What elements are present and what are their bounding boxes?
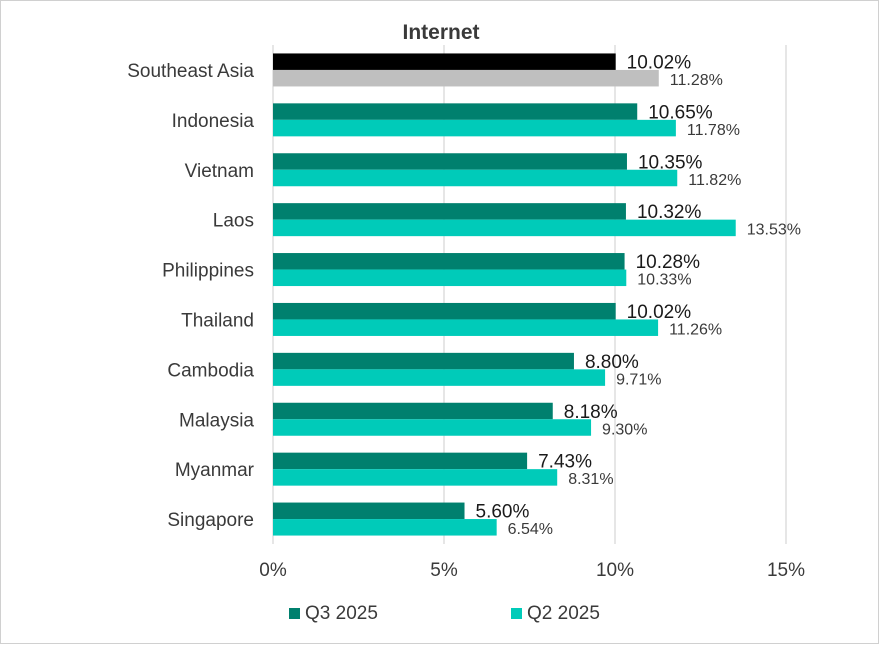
bar-q2: [273, 69, 659, 87]
data-label: 7.43%: [538, 452, 592, 473]
data-label: 10.02%: [627, 52, 692, 73]
bar-q3: [273, 253, 625, 270]
category-label: Cambodia: [167, 360, 254, 381]
category-label: Indonesia: [172, 111, 255, 132]
data-label: 11.78%: [687, 122, 740, 139]
bar-q3: [273, 153, 627, 170]
x-tick-label: 10%: [596, 560, 634, 581]
labels: 0% 5% 10% 15%Southeast Asia 10.02%11.28%Indo…: [127, 52, 805, 581]
data-label: 10.28%: [636, 252, 701, 273]
bar-q3: [273, 103, 638, 120]
bar-q3: [273, 203, 626, 220]
data-label: 8.31%: [568, 471, 613, 488]
legend-swatch: [289, 608, 300, 619]
bar-q3: [273, 402, 553, 420]
data-label: 10.32%: [637, 202, 702, 223]
data-label: 13.53%: [747, 222, 801, 239]
bar-q2: [273, 169, 678, 187]
category-label: Laos: [213, 211, 254, 232]
bar-q2: [273, 269, 627, 287]
category-label: Philippines: [162, 261, 254, 282]
data-label: 8.80%: [585, 352, 639, 373]
bar-q3: [273, 352, 574, 370]
x-tick-label: 0%: [259, 560, 287, 581]
data-label: 6.54%: [508, 521, 553, 538]
data-label: 5.60%: [476, 502, 530, 523]
category-label: Malaysia: [179, 410, 254, 431]
legend: Q3 2025 Q2 2025: [289, 603, 600, 624]
bar-q2: [273, 369, 606, 386]
bar-q2: [273, 319, 659, 336]
bar-q2: [273, 419, 592, 436]
legend-swatch: [511, 608, 522, 619]
bar-q3: [273, 302, 616, 320]
bars: [273, 53, 736, 536]
data-label: 11.28%: [670, 72, 723, 89]
data-label: 10.02%: [627, 302, 692, 323]
category-label: Myanmar: [175, 460, 255, 481]
chart-title: Internet: [402, 21, 479, 44]
legend-label: Q2 2025: [527, 603, 600, 624]
bar-q2: [273, 219, 736, 237]
x-tick-label: 15%: [767, 560, 805, 581]
bar-q2: [273, 519, 497, 536]
data-label: 11.82%: [688, 172, 741, 189]
x-tick-label: 5%: [430, 560, 458, 581]
bar-q2: [273, 119, 676, 137]
data-label: 9.30%: [602, 421, 647, 438]
category-label: Vietnam: [185, 161, 254, 182]
category-label: Southeast Asia: [127, 61, 254, 82]
data-label: 9.71%: [616, 371, 661, 388]
data-label: 11.26%: [669, 321, 722, 338]
data-label: 10.35%: [638, 152, 703, 173]
legend-label: Q3 2025: [305, 603, 378, 624]
data-label: 10.65%: [648, 102, 713, 123]
bar-q3: [273, 502, 465, 520]
data-label: 8.18%: [564, 402, 618, 423]
bar-q2: [273, 469, 558, 486]
data-label: 10.33%: [637, 272, 691, 289]
category-label: Singapore: [167, 510, 254, 531]
bar-q3: [273, 53, 616, 70]
bar-q3: [273, 452, 528, 470]
category-label: Thailand: [181, 310, 254, 331]
